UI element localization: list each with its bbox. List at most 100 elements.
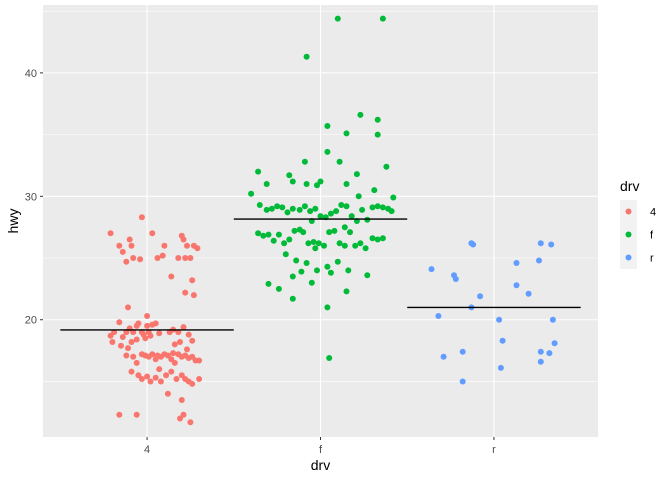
- data-point: [314, 182, 320, 189]
- data-point: [537, 358, 544, 365]
- data-point: [289, 273, 296, 280]
- legend-label: 4: [650, 207, 656, 219]
- data-point: [196, 376, 203, 382]
- data-point: [327, 269, 334, 276]
- data-point: [187, 419, 194, 426]
- data-point: [374, 203, 381, 210]
- data-point: [284, 209, 291, 216]
- data-point: [137, 256, 144, 263]
- data-point: [119, 334, 126, 340]
- data-point: [178, 397, 185, 403]
- data-point: [138, 376, 145, 382]
- data-point: [343, 130, 350, 137]
- data-point: [286, 172, 293, 179]
- data-point: [194, 245, 201, 252]
- data-point: [369, 235, 376, 242]
- data-point: [440, 353, 447, 360]
- data-point: [374, 116, 381, 123]
- legend-point: [625, 208, 632, 215]
- legend-point: [625, 231, 632, 238]
- data-point: [163, 372, 170, 379]
- data-point: [289, 205, 296, 212]
- data-point: [343, 288, 350, 295]
- data-point: [312, 245, 319, 252]
- data-point: [348, 213, 355, 220]
- data-point: [525, 290, 532, 297]
- data-point: [390, 194, 397, 201]
- data-point: [130, 353, 137, 360]
- data-point: [308, 279, 315, 286]
- data-point: [133, 359, 140, 366]
- data-point: [470, 241, 477, 248]
- data-point: [168, 273, 175, 280]
- data-point: [109, 339, 116, 345]
- data-point: [324, 263, 331, 270]
- data-point: [248, 190, 255, 197]
- data-point: [152, 374, 159, 381]
- data-point: [171, 341, 178, 348]
- data-point: [513, 260, 520, 266]
- data-point: [374, 236, 381, 243]
- data-point: [119, 248, 126, 255]
- data-point: [161, 242, 168, 249]
- data-point: [107, 332, 114, 339]
- data-point: [537, 348, 544, 355]
- data-point: [546, 350, 553, 357]
- data-point: [184, 346, 190, 353]
- data-point: [182, 255, 189, 261]
- data-point: [154, 255, 161, 261]
- data-point: [281, 240, 288, 247]
- legend-label: f: [650, 230, 654, 242]
- data-point: [298, 268, 305, 275]
- data-point: [156, 330, 163, 337]
- data-point: [260, 232, 267, 239]
- data-point: [147, 332, 154, 339]
- data-point: [353, 171, 360, 178]
- data-point: [138, 214, 145, 221]
- x-tick-label: r: [492, 444, 496, 456]
- data-point: [190, 292, 197, 299]
- x-axis-title: drv: [311, 457, 330, 473]
- y-tick-label: 40: [25, 68, 37, 80]
- data-point: [275, 285, 282, 292]
- data-point: [536, 257, 542, 264]
- data-point: [551, 340, 558, 347]
- legend-title: drv: [620, 178, 639, 194]
- data-point: [293, 257, 300, 264]
- data-point: [359, 206, 366, 213]
- data-point: [189, 337, 196, 344]
- data-point: [133, 336, 140, 343]
- data-point: [263, 181, 270, 187]
- axes: 20 30 40 4 f r: [25, 68, 496, 456]
- data-point: [355, 193, 362, 200]
- data-point: [125, 304, 131, 311]
- data-point: [326, 355, 333, 361]
- data-point: [177, 339, 183, 345]
- data-point: [324, 304, 331, 311]
- data-point: [128, 368, 135, 375]
- data-point: [133, 411, 140, 418]
- data-point: [182, 289, 189, 296]
- data-point: [388, 208, 395, 215]
- mean-lines: [60, 218, 581, 331]
- data-point: [180, 324, 187, 331]
- data-point: [324, 123, 331, 129]
- data-point: [263, 206, 270, 213]
- data-point: [326, 229, 333, 236]
- grid-layer: [43, 5, 598, 437]
- legend: drv 4 fr: [620, 178, 656, 269]
- data-point: [175, 255, 182, 261]
- data-point: [336, 158, 343, 165]
- data-point: [312, 205, 319, 212]
- data-point: [497, 364, 504, 371]
- data-point: [255, 230, 262, 237]
- data-point: [116, 319, 123, 326]
- data-point: [321, 242, 327, 249]
- data-point: [171, 359, 178, 366]
- data-point: [379, 15, 386, 22]
- data-point: [364, 216, 371, 223]
- legend-label: r: [650, 253, 654, 265]
- data-point: [196, 357, 203, 364]
- y-axis-title: hwy: [5, 209, 21, 234]
